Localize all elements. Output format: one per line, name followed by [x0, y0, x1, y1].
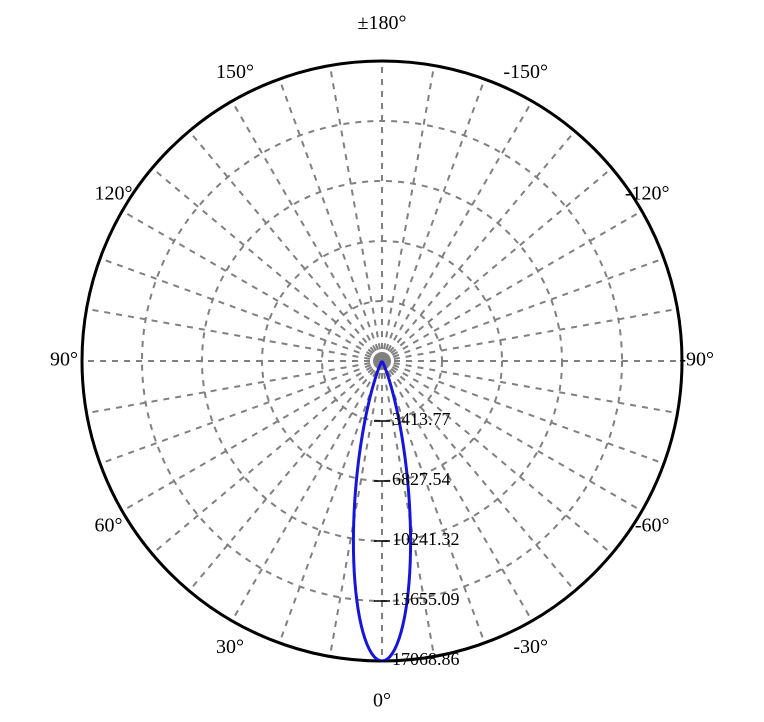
angle-label: -60° — [635, 515, 670, 537]
radial-tick-label: 13655.09 — [392, 589, 460, 609]
angle-label: -150° — [503, 61, 548, 83]
radial-tick-label: 10241.32 — [392, 529, 460, 549]
polar-svg: 3413.77 6827.54 10241.32 13655.09 17068.86 0°… — [0, 0, 764, 722]
radial-tick-label: 3413.77 — [392, 409, 451, 429]
radial-tick-label: 17068.86 — [392, 649, 460, 669]
angle-label: -120° — [625, 183, 670, 205]
angle-label: 60° — [94, 515, 122, 537]
angle-label: 120° — [94, 183, 132, 205]
angle-label: -30° — [513, 636, 548, 658]
polar-chart: 3413.77 6827.54 10241.32 13655.09 17068.86 0°… — [0, 0, 764, 722]
angle-label: 0° — [373, 690, 391, 712]
angle-label: 30° — [216, 636, 244, 658]
angle-label: 150° — [216, 61, 254, 83]
angle-label: -90° — [679, 349, 714, 371]
angle-label: ±180° — [358, 12, 407, 34]
radial-tick-label: 6827.54 — [392, 469, 451, 489]
angle-label: 90° — [50, 349, 78, 371]
